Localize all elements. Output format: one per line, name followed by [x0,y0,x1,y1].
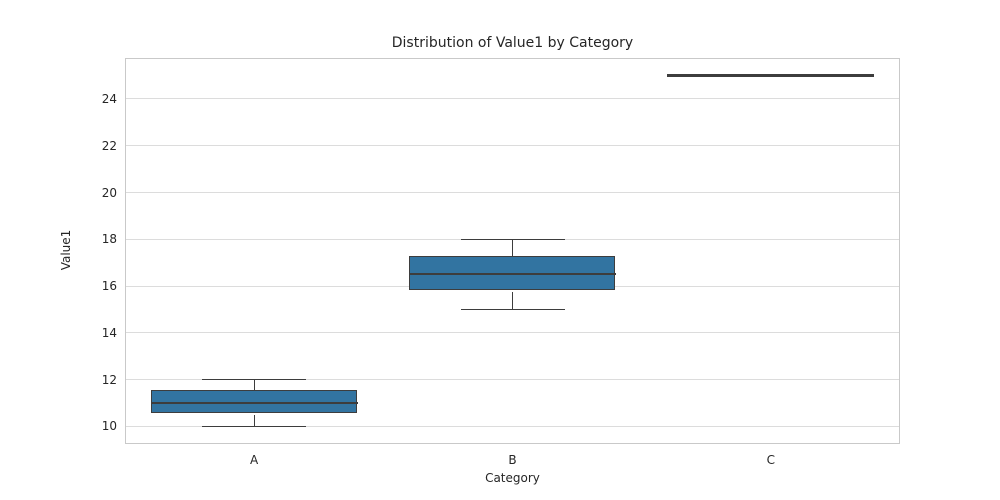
box-median [667,74,875,77]
box-cap-lower [460,308,565,311]
box-rect [150,390,358,413]
x-tick-label: B [508,453,517,467]
gridline [125,332,900,334]
box-whisker-lower [511,291,514,310]
y-tick-label: 12 [101,372,117,387]
x-tick-label: C [766,453,776,467]
y-tick-label: 20 [101,185,117,200]
box-median [409,273,616,276]
box-cap-lower [202,425,307,428]
box-median [150,402,358,405]
y-tick-label: 14 [101,325,117,340]
chart-title: Distribution of Value1 by Category [391,35,634,51]
plot-area [125,58,900,444]
y-tick-label: 10 [101,419,117,434]
gridline [125,425,900,427]
box-rect [409,255,616,291]
gridline [125,192,900,193]
gridline [125,98,900,100]
box-cap-upper [202,379,307,381]
y-tick-label: 18 [101,232,117,247]
box-whisker-upper [511,239,514,257]
y-tick-label: 16 [101,279,117,294]
x-tick-label: A [250,453,259,467]
box-cap-upper [460,238,565,240]
y-tick-label: 24 [101,91,117,106]
gridline [125,145,900,147]
y-tick-label: 22 [101,138,117,153]
box-whisker-upper [253,379,255,392]
x-axis-label: Category [485,471,540,485]
gridline [125,379,900,381]
box-whisker-lower [253,414,255,427]
